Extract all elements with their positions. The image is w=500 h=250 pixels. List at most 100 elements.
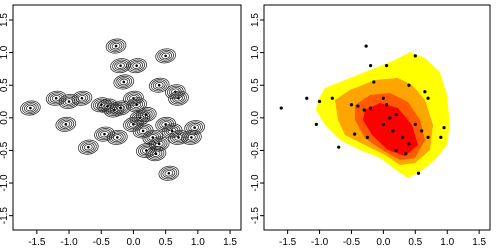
kernel-contour bbox=[165, 126, 179, 136]
kernel-contour bbox=[82, 142, 95, 152]
kernel-contour bbox=[83, 143, 93, 151]
kernel-contour bbox=[59, 119, 73, 130]
kernel-contour bbox=[159, 51, 172, 61]
y-tick-label: 0.0 bbox=[250, 110, 261, 124]
kernel-contour bbox=[139, 109, 153, 120]
point bbox=[167, 171, 171, 175]
kernel-contour bbox=[154, 140, 164, 148]
point-kernel bbox=[181, 129, 202, 145]
kernel-contour bbox=[161, 123, 183, 139]
kernel-contour bbox=[157, 49, 174, 62]
y-tick-label: -0.5 bbox=[0, 141, 10, 159]
kernel-contour bbox=[142, 129, 164, 145]
point bbox=[416, 171, 421, 175]
panel: -1.5 -1.0 -0.5 0.0 0.5 1.0 1.5 -1.5 -1.0 -0.5 0.0 0… bbox=[0, 4, 242, 248]
kernel-contour bbox=[109, 41, 123, 51]
kernel-contour bbox=[47, 92, 65, 105]
point-kernel bbox=[71, 90, 93, 106]
point-kernel bbox=[105, 38, 127, 54]
kernel-contour bbox=[130, 60, 144, 71]
point bbox=[420, 129, 424, 133]
kernel-contour bbox=[150, 137, 168, 151]
point bbox=[135, 103, 138, 107]
kernel-contour bbox=[168, 90, 189, 106]
point bbox=[164, 54, 167, 58]
x-tick-label: -0.5 bbox=[343, 237, 361, 248]
point bbox=[388, 116, 392, 120]
density-level-4 bbox=[363, 103, 418, 156]
kernel-contour bbox=[116, 62, 125, 69]
kernel-contour bbox=[112, 59, 129, 72]
kernel-contour bbox=[164, 84, 186, 100]
kernel-contour bbox=[51, 95, 61, 102]
kernel-contour bbox=[114, 103, 127, 113]
point-kernel bbox=[110, 100, 131, 116]
kernel-contour bbox=[170, 92, 187, 105]
kernel-contour bbox=[117, 77, 131, 87]
kernel-contour bbox=[26, 104, 35, 112]
kernel-contour bbox=[125, 92, 142, 105]
kernel-contour bbox=[159, 119, 172, 130]
x-tick-label: -1.5 bbox=[279, 237, 297, 248]
point bbox=[330, 96, 334, 100]
x-tick-label: -1.5 bbox=[28, 237, 46, 248]
kernel-contour bbox=[71, 90, 93, 106]
kernel-contour bbox=[126, 58, 147, 74]
kernel-contour bbox=[116, 104, 125, 112]
kernel-contour bbox=[172, 93, 185, 103]
kernel-contour bbox=[80, 141, 97, 154]
y-tick-label: -1.0 bbox=[0, 174, 10, 192]
kernel-contour bbox=[161, 52, 171, 60]
point bbox=[317, 99, 322, 104]
point bbox=[157, 142, 161, 146]
point bbox=[190, 136, 193, 139]
point bbox=[384, 64, 389, 68]
point bbox=[29, 106, 32, 110]
point bbox=[64, 123, 68, 126]
point bbox=[170, 129, 174, 133]
kernel-contour bbox=[58, 94, 80, 110]
kernel-contour bbox=[161, 121, 171, 128]
kernel-contour bbox=[113, 74, 135, 90]
point bbox=[369, 106, 373, 110]
kernel-contour bbox=[185, 132, 198, 143]
point bbox=[349, 103, 354, 107]
kernel-contour bbox=[150, 79, 168, 92]
kernel-contour bbox=[160, 167, 178, 180]
kernel-contour bbox=[164, 170, 174, 177]
point bbox=[116, 136, 119, 139]
point bbox=[364, 44, 368, 48]
point bbox=[154, 152, 158, 155]
point bbox=[193, 126, 196, 129]
point-kernel bbox=[126, 58, 147, 74]
kernel-contour bbox=[115, 75, 133, 89]
kernel-contour bbox=[73, 92, 91, 105]
kernel-contour bbox=[119, 78, 129, 86]
x-tick-label: 1.0 bbox=[191, 237, 205, 248]
x-tick-label: 0.5 bbox=[159, 237, 173, 248]
kernel-contour bbox=[141, 147, 151, 154]
point-kernel bbox=[123, 116, 144, 132]
kernel-contour bbox=[64, 98, 74, 105]
point bbox=[381, 122, 385, 126]
kernel-contour bbox=[132, 101, 142, 109]
point bbox=[337, 145, 341, 149]
kernel-contour bbox=[154, 81, 164, 89]
point bbox=[87, 145, 90, 149]
kernel-contour bbox=[134, 124, 152, 137]
y-tick-label: 0.5 bbox=[250, 78, 261, 92]
point bbox=[54, 96, 58, 100]
x-tick-label: 1.0 bbox=[440, 237, 454, 248]
kernel-contour bbox=[135, 142, 157, 158]
point bbox=[132, 123, 135, 126]
kernel-contour bbox=[57, 118, 75, 131]
kernel-contour bbox=[128, 98, 145, 111]
point-kernel bbox=[107, 129, 128, 145]
kernel-contour bbox=[77, 95, 87, 102]
point bbox=[426, 135, 430, 139]
plot-frame bbox=[263, 4, 491, 231]
point bbox=[365, 135, 370, 139]
point-kernel bbox=[148, 77, 170, 93]
x-tick-label: 0.0 bbox=[376, 237, 390, 248]
